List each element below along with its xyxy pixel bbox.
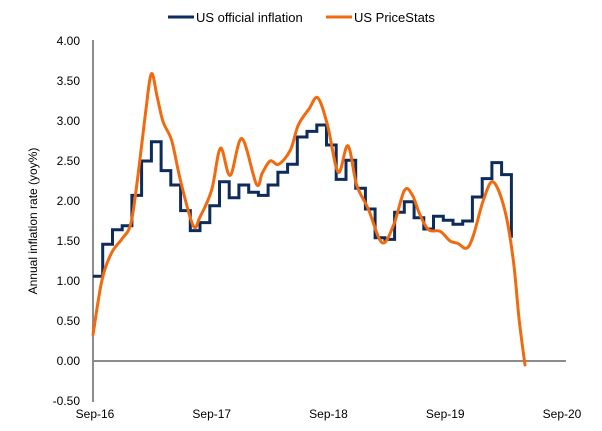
legend: US official inflation US PriceStats bbox=[168, 10, 435, 25]
y-tick-label: 2.00 bbox=[57, 194, 81, 208]
y-tick-label: 3.00 bbox=[57, 114, 81, 128]
y-axis-title: Annual inflation rate (yoy%) bbox=[26, 148, 40, 295]
y-tick-label: 3.50 bbox=[57, 74, 81, 88]
x-tick-label: Sep-20 bbox=[543, 407, 582, 421]
x-tick-label: Sep-18 bbox=[309, 407, 348, 421]
x-tick-label: Sep-17 bbox=[192, 407, 231, 421]
y-tick-label: 1.00 bbox=[57, 274, 81, 288]
legend-label-official: US official inflation bbox=[196, 10, 303, 25]
x-tick-label: Sep-19 bbox=[426, 407, 465, 421]
x-axis-ticks: Sep-16 Sep-17 Sep-18 Sep-19 Sep-20 bbox=[76, 407, 582, 421]
series-line-us-pricestats bbox=[91, 72, 527, 367]
y-tick-label: 1.50 bbox=[57, 234, 81, 248]
legend-label-pricestats: US PriceStats bbox=[354, 10, 435, 25]
y-axis-ticks: 4.00 3.50 3.00 2.50 2.00 1.50 1.00 0.50 0.00 -0.5… bbox=[53, 34, 81, 408]
y-tick-label: 4.00 bbox=[57, 34, 81, 48]
series-line-us-official-inflation bbox=[93, 123, 513, 278]
y-tick-label: 2.50 bbox=[57, 154, 81, 168]
y-tick-label: 0.00 bbox=[57, 354, 81, 368]
y-tick-label: 0.50 bbox=[57, 314, 81, 328]
x-tick-label: Sep-16 bbox=[76, 407, 115, 421]
y-tick-label: -0.50 bbox=[53, 394, 81, 408]
